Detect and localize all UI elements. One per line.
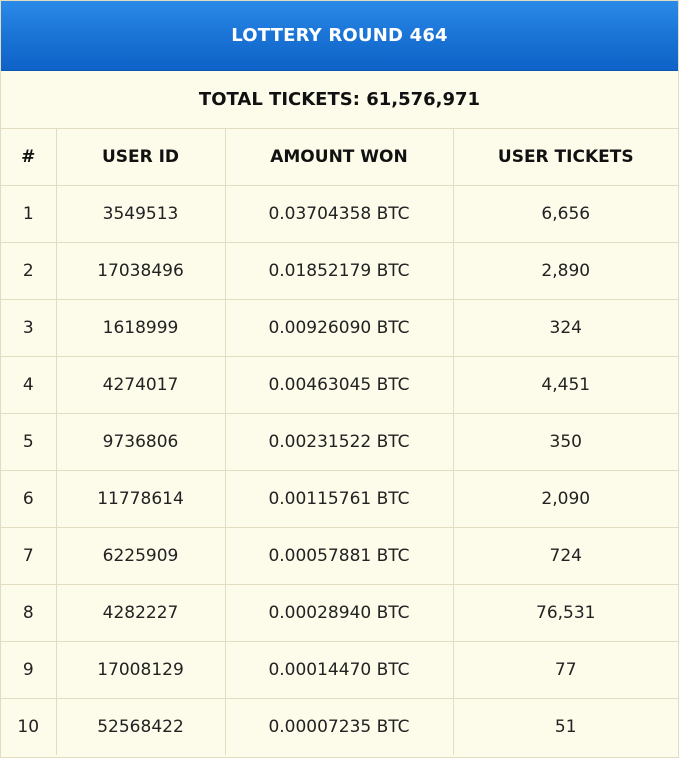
amount-won-cell: 0.01852179 BTC [225, 242, 454, 300]
rank-cell: 3 [1, 299, 57, 357]
table-row: 5 9736806 0.00231522 BTC 350 [1, 413, 678, 471]
user-tickets-cell: 4,451 [453, 356, 678, 414]
user-id-cell: 1618999 [56, 299, 226, 357]
rank-cell: 10 [1, 698, 57, 755]
lottery-round-title: LOTTERY ROUND 464 [1, 1, 678, 71]
user-tickets-cell: 77 [453, 641, 678, 699]
amount-won-cell: 0.03704358 BTC [225, 185, 454, 243]
user-tickets-cell: 324 [453, 299, 678, 357]
total-tickets-row: TOTAL TICKETS: 61,576,971 [1, 71, 678, 129]
amount-won-cell: 0.00007235 BTC [225, 698, 454, 755]
rank-cell: 4 [1, 356, 57, 414]
rank-cell: 1 [1, 185, 57, 243]
table-row: 1 3549513 0.03704358 BTC 6,656 [1, 185, 678, 243]
user-id-cell: 4282227 [56, 584, 226, 642]
rank-cell: 7 [1, 527, 57, 585]
user-tickets-cell: 724 [453, 527, 678, 585]
table-row: 6 11778614 0.00115761 BTC 2,090 [1, 470, 678, 528]
user-tickets-cell: 51 [554, 717, 577, 737]
user-tickets-cell: 76,531 [453, 584, 678, 642]
table-row: 10 52568422 0.00007235 BTC 51 [1, 698, 678, 755]
table-row: 9 17008129 0.00014470 BTC 77 [1, 641, 678, 699]
column-header-rank: # [1, 129, 57, 186]
amount-won-cell: 0.00028940 BTC [225, 584, 454, 642]
amount-won-cell: 0.00231522 BTC [225, 413, 454, 471]
rank-cell: 5 [1, 413, 57, 471]
total-tickets-value: 61,576,971 [366, 89, 481, 110]
table-header-row: # USER ID AMOUNT WON USER TICKETS [1, 129, 678, 186]
total-tickets-label: TOTAL TICKETS: [198, 89, 360, 110]
column-header-amount-won: AMOUNT WON [225, 129, 454, 186]
amount-won-cell: 0.00926090 BTC [225, 299, 454, 357]
table-row: 8 4282227 0.00028940 BTC 76,531 [1, 584, 678, 642]
column-header-user-id: USER ID [56, 129, 226, 186]
table-row: 7 6225909 0.00057881 BTC 724 [1, 527, 678, 585]
user-tickets-cell: 6,656 [453, 185, 678, 243]
amount-won-cell: 0.00115761 BTC [225, 470, 454, 528]
user-id-cell: 9736806 [56, 413, 226, 471]
table-row: 3 1618999 0.00926090 BTC 324 [1, 299, 678, 357]
user-id-cell: 6225909 [56, 527, 226, 585]
user-id-cell: 17008129 [56, 641, 226, 699]
rank-cell: 9 [1, 641, 57, 699]
user-id-cell: 52568422 [56, 698, 226, 755]
rank-cell: 8 [1, 584, 57, 642]
user-id-cell: 4274017 [56, 356, 226, 414]
user-tickets-cell: 2,890 [453, 242, 678, 300]
rank-cell: 2 [1, 242, 57, 300]
rank-cell: 6 [1, 470, 57, 528]
amount-won-cell: 0.00463045 BTC [225, 356, 454, 414]
user-id-cell: 17038496 [56, 242, 226, 300]
amount-won-cell: 0.00014470 BTC [225, 641, 454, 699]
amount-won-cell: 0.00057881 BTC [225, 527, 454, 585]
table-row: 2 17038496 0.01852179 BTC 2,890 [1, 242, 678, 300]
user-id-cell: 11778614 [56, 470, 226, 528]
table-row: 4 4274017 0.00463045 BTC 4,451 [1, 356, 678, 414]
user-tickets-cell: 350 [453, 413, 678, 471]
user-id-cell: 3549513 [56, 185, 226, 243]
winners-table: # USER ID AMOUNT WON USER TICKETS 1 3549… [1, 129, 678, 755]
column-header-user-tickets: USER TICKETS [453, 129, 678, 186]
user-tickets-cell: 2,090 [453, 470, 678, 528]
